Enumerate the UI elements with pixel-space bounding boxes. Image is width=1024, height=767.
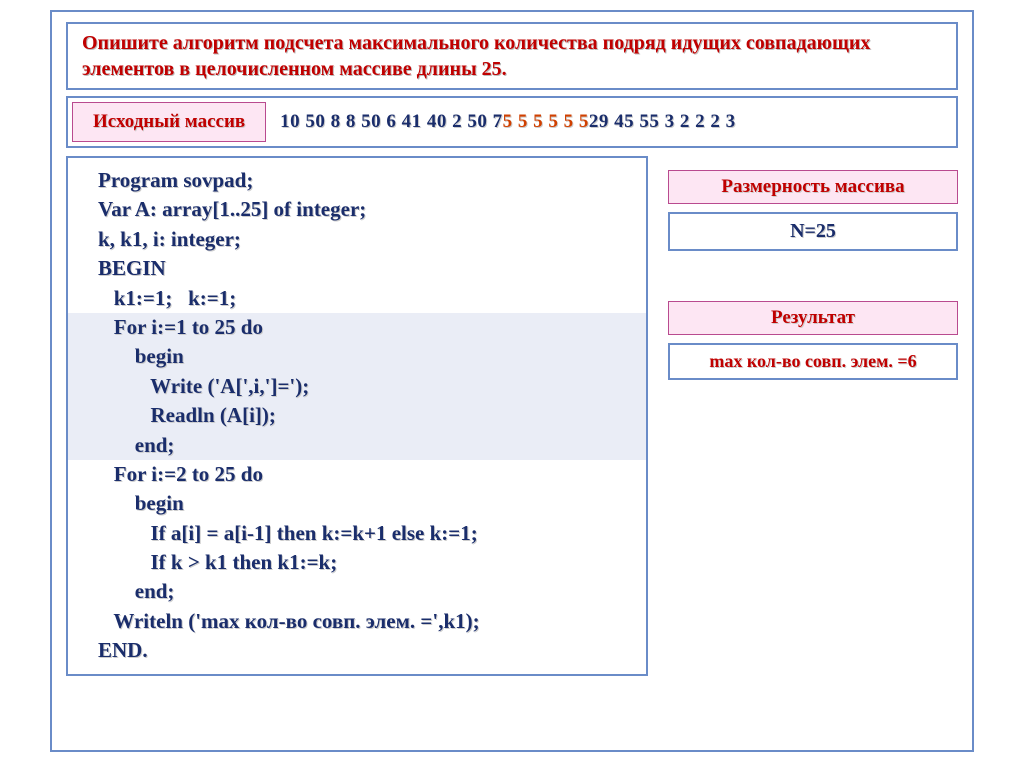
spacer	[668, 259, 958, 293]
code-line: If a[i] = a[i-1] then k:=k+1 else k:=1;	[98, 519, 638, 548]
dimension-value: N=25	[668, 212, 958, 251]
array-plain-prefix: 10 50 8 8 50 6 41 40 2 50 7	[280, 111, 503, 133]
task-text: Опишите алгоритм подсчета максимального …	[82, 30, 942, 82]
code-line: end;	[98, 577, 638, 606]
code-line: Writeln ('max кол-во совп. элем. =',k1);	[98, 607, 638, 636]
result-value: max кол-во совп. элем. =6	[668, 343, 958, 380]
slide-frame: Опишите алгоритм подсчета максимального …	[50, 10, 974, 752]
code-line: If k > k1 then k1:=k;	[98, 548, 638, 577]
result-label: Результат	[668, 301, 958, 335]
code-line: Var A: array[1..25] of integer;	[98, 195, 638, 224]
code-line: Program sovpad;	[98, 166, 638, 195]
code-line: begin	[68, 342, 646, 371]
code-line: END.	[98, 636, 638, 665]
input-array-label: Исходный массив	[72, 102, 266, 142]
code-box: Program sovpad; Var A: array[1..25] of i…	[66, 156, 648, 676]
task-box: Опишите алгоритм подсчета максимального …	[66, 22, 958, 90]
code-line: k, k1, i: integer;	[98, 225, 638, 254]
input-array-row: Исходный массив 10 50 8 8 50 6 41 40 2 5…	[66, 96, 958, 148]
code-line: Write ('A[',i,']=');	[68, 372, 646, 401]
code-line: For i:=2 to 25 do	[98, 460, 638, 489]
code-line: Readln (A[i]);	[68, 401, 646, 430]
code-line: For i:=1 to 25 do	[68, 313, 646, 342]
code-line: BEGIN	[98, 254, 638, 283]
code-line: k1:=1; k:=1;	[98, 284, 638, 313]
content-row: Program sovpad; Var A: array[1..25] of i…	[66, 156, 958, 676]
side-column: Размерность массива N=25 Результат max к…	[668, 156, 958, 676]
code-line: begin	[98, 489, 638, 518]
array-plain-suffix: 29 45 55 3 2 2 2 3	[589, 111, 736, 133]
array-highlight: 5 5 5 5 5 5	[503, 111, 589, 133]
input-array-values: 10 50 8 8 50 6 41 40 2 50 7 5 5 5 5 5 5 …	[270, 98, 956, 146]
code-line: end;	[68, 431, 646, 460]
dimension-label: Размерность массива	[668, 170, 958, 204]
